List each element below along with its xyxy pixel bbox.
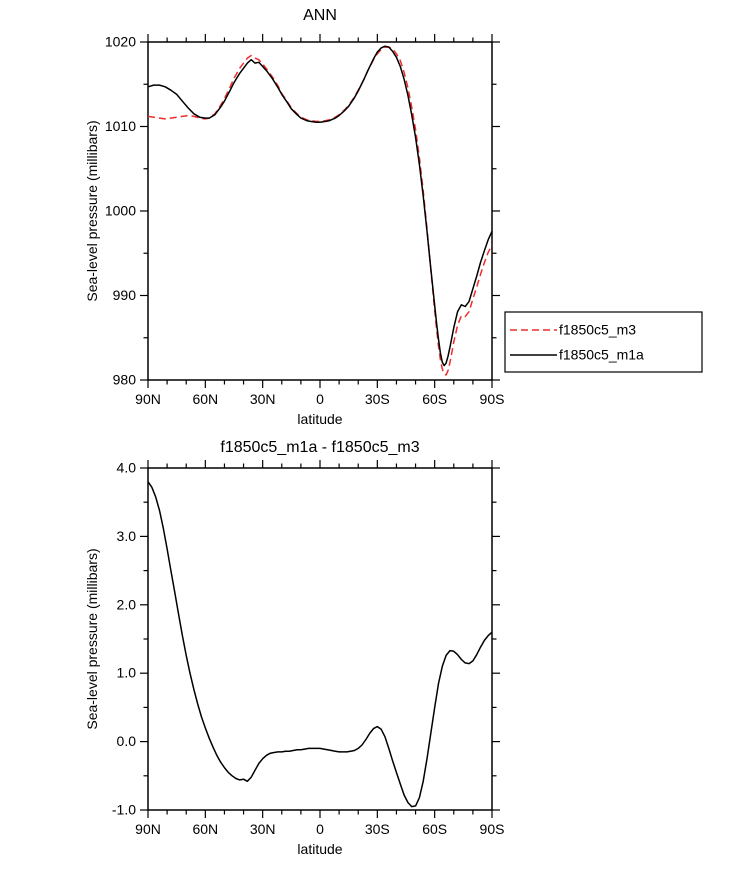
y-tick-label: -1.0 <box>112 802 136 818</box>
x-tick-label: 90N <box>135 821 161 837</box>
difference-pressure-chart: 90N 60N 30N 0 30S 60S 90S -1.0 0.0 1.0 2.0 3.0 4.0 f1… <box>84 439 505 857</box>
x-tick-label: 30N <box>250 821 276 837</box>
x-axis-label: latitude <box>297 411 342 427</box>
y-axis-label: Sea-level pressure (millibars) <box>84 120 100 301</box>
series-line-f1850c5_m1a <box>147 45 493 367</box>
chart-title: ANN <box>303 7 337 24</box>
legend: f1850c5_m3 f1850c5_m1a <box>504 311 703 373</box>
y-tick-label: 2.0 <box>117 596 137 612</box>
chart-title: f1850c5_m1a - f1850c5_m3 <box>220 439 419 456</box>
x-tick-label: 30S <box>365 821 390 837</box>
plot-frame <box>147 41 493 381</box>
x-tick-label: 30S <box>365 391 390 407</box>
x-tick-label: 90S <box>480 821 505 837</box>
x-tick-label: 0 <box>316 391 324 407</box>
x-tick-label: 90N <box>135 391 161 407</box>
x-tick-label: 60N <box>192 391 218 407</box>
y-tick-label: 1.0 <box>117 665 137 681</box>
x-tick-label: 30N <box>250 391 276 407</box>
y-tick-label: 4.0 <box>117 460 137 476</box>
ann-pressure-chart: 90N 60N 30N 0 30S 60S 90S 980 990 1000 1010 1020 ANN… <box>84 7 703 427</box>
x-tick-label: 60N <box>192 821 218 837</box>
x-tick-label: 60S <box>422 821 447 837</box>
series-line-difference <box>147 481 493 808</box>
y-tick-label: 1020 <box>105 34 136 50</box>
legend-label: f1850c5_m1a <box>559 347 644 363</box>
legend-label: f1850c5_m3 <box>559 322 636 338</box>
plot-frame <box>147 467 493 811</box>
y-tick-label: 980 <box>113 372 137 388</box>
x-tick-label: 0 <box>316 821 324 837</box>
series-line-f1850c5_m3 <box>147 46 493 376</box>
x-tick-label: 60S <box>422 391 447 407</box>
y-axis-label: Sea-level pressure (millibars) <box>84 548 100 729</box>
x-axis-label: latitude <box>297 841 342 857</box>
y-tick-label: 1010 <box>105 118 136 134</box>
y-tick-label: 3.0 <box>117 528 137 544</box>
y-tick-label: 990 <box>113 287 137 303</box>
y-tick-label: 0.0 <box>117 733 137 749</box>
legend-box <box>504 311 703 373</box>
tick-marks <box>140 34 500 388</box>
y-tick-label: 1000 <box>105 203 136 219</box>
x-tick-label: 90S <box>480 391 505 407</box>
tick-marks <box>140 460 500 818</box>
